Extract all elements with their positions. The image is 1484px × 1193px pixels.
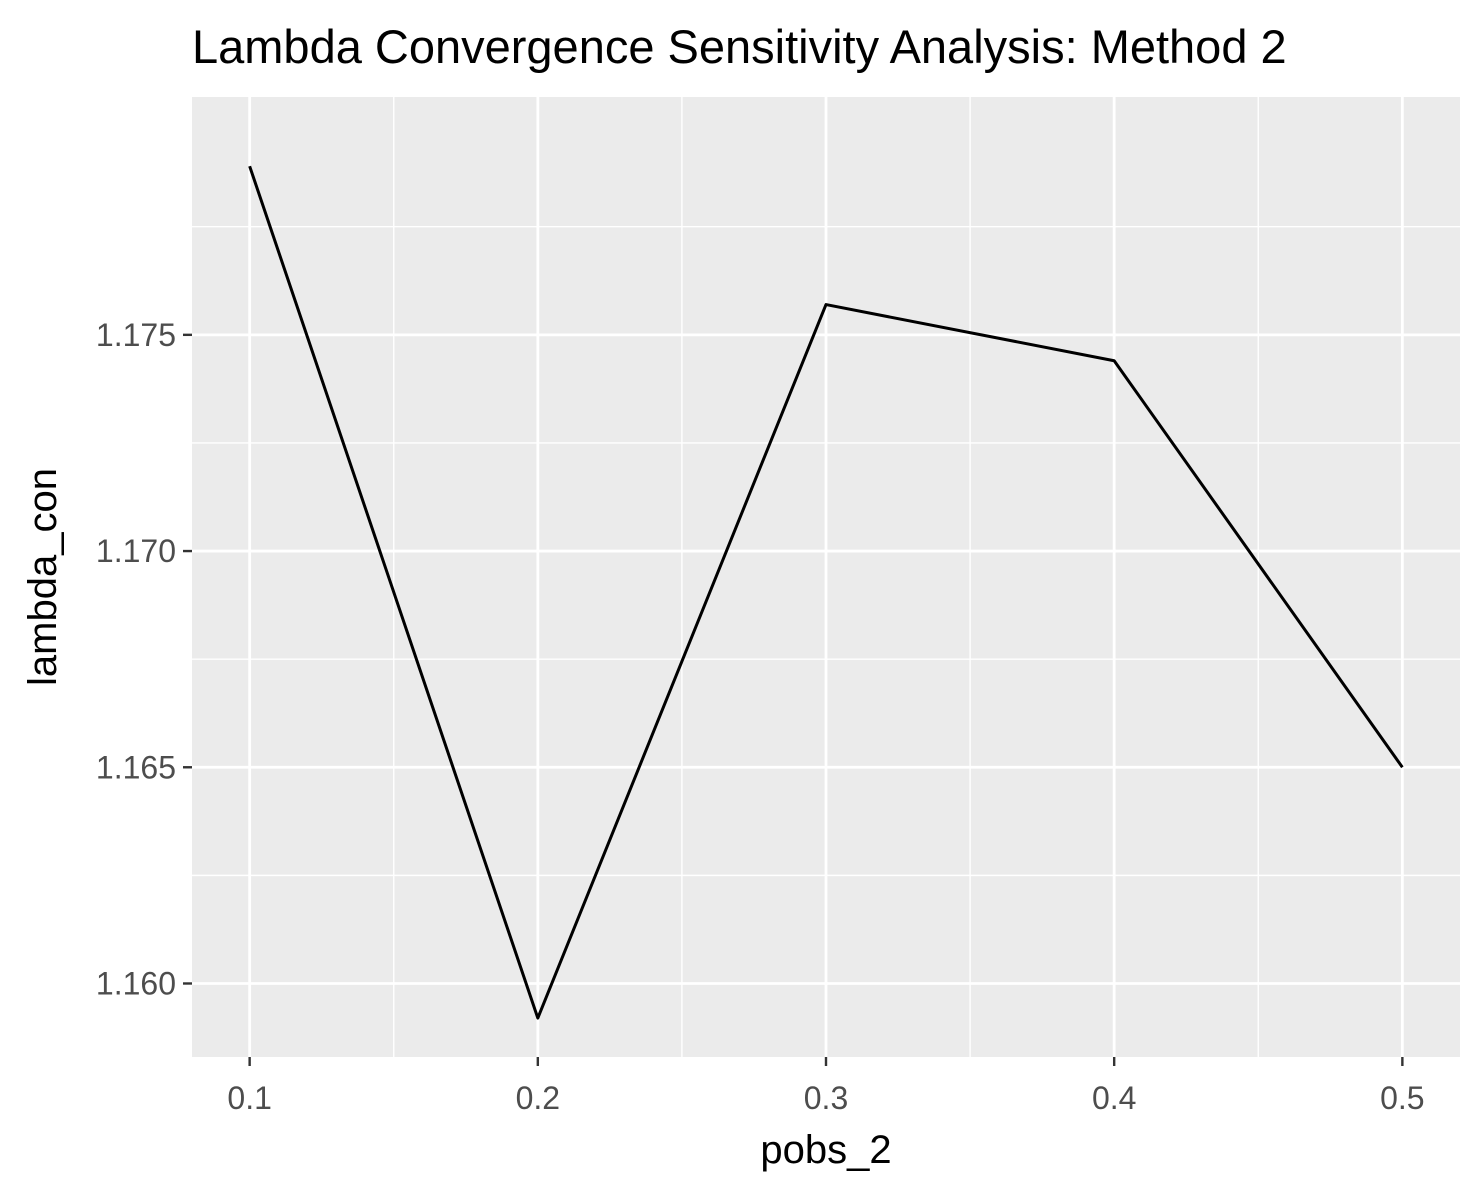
x-tick-label-1: 0.2: [516, 1080, 560, 1116]
y-axis-title: lambda_con: [21, 468, 65, 686]
chart-title: Lambda Convergence Sensitivity Analysis:…: [192, 20, 1287, 73]
y-tick-label-3: 1.175: [96, 317, 176, 353]
x-tick-label-4: 0.5: [1380, 1080, 1424, 1116]
x-tick-label-2: 0.3: [804, 1080, 848, 1116]
grid-major: [192, 97, 1460, 1057]
series-line-0: [248, 165, 1404, 1020]
x-tick-label-0: 0.1: [227, 1080, 271, 1116]
data-series: [248, 165, 1404, 1020]
x-axis-title: pobs_2: [760, 1128, 891, 1172]
y-axis: 1.160 1.165 1.170 1.175: [96, 317, 192, 1001]
y-tick-label-2: 1.170: [96, 533, 176, 569]
x-tick-label-3: 0.4: [1092, 1080, 1136, 1116]
y-tick-label-0: 1.160: [96, 965, 176, 1001]
y-tick-label-1: 1.165: [96, 749, 176, 785]
x-axis: 0.1 0.2 0.3 0.4 0.5: [227, 1057, 1425, 1116]
